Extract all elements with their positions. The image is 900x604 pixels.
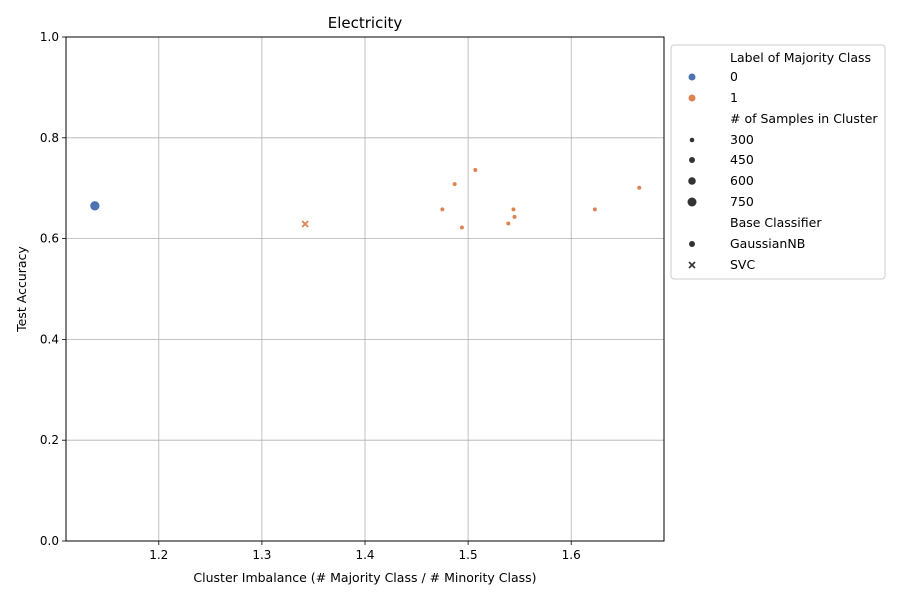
legend-size-450-marker: [689, 157, 695, 163]
data-point-gaussiannb: [459, 224, 465, 231]
y-tick-label: 0.6: [40, 232, 59, 246]
legend: Label of Majority Class 0 1 # of Samples…: [670, 44, 886, 280]
legend-size-450-label: 450: [730, 152, 754, 167]
legend-size-300-marker: [689, 137, 695, 143]
y-tick-label: 0.0: [40, 534, 59, 548]
legend-style-gaussiannb-marker: [689, 241, 695, 247]
x-tick-label: 1.2: [149, 548, 168, 562]
x-axis-label: Cluster Imbalance (# Majority Class / # …: [193, 570, 536, 585]
legend-size-750-label: 750: [730, 194, 754, 209]
legend-style-gaussiannb-label: GaussianNB: [730, 236, 805, 251]
legend-hue-1-label: 1: [730, 90, 738, 105]
legend-hue-1-marker: [688, 94, 696, 102]
legend-size-750-marker: [687, 197, 697, 207]
y-tick-label: 0.8: [40, 131, 59, 145]
legend-frame: [670, 44, 886, 280]
legend-hue-title: Label of Majority Class: [730, 50, 871, 65]
data-point-gaussiannb: [511, 214, 518, 220]
x-tick-label: 1.4: [355, 548, 374, 562]
data-point-svc: [301, 220, 309, 228]
legend-size-300-label: 300: [730, 132, 754, 147]
data-point-gaussiannb: [439, 206, 445, 212]
legend-size-600-label: 600: [730, 173, 754, 188]
legend-style-svc-label: SVC: [730, 257, 755, 272]
legend-hue-0-marker: [688, 73, 696, 81]
x-tick-label: 1.3: [252, 548, 271, 562]
y-tick-label: 0.4: [40, 332, 59, 346]
y-axis-label: Test Accuracy: [14, 246, 29, 333]
data-point-gaussiannb: [505, 220, 511, 227]
data-point-gaussiannb: [89, 200, 101, 212]
x-tick-label: 1.5: [459, 548, 478, 562]
y-tick-label: 0.2: [40, 433, 59, 447]
legend-style-svc-marker: [688, 261, 696, 269]
y-axis-ticks: 0.0 0.2 0.4 0.6 0.8 1.0: [40, 30, 66, 548]
data-point-gaussiannb: [452, 181, 458, 187]
legend-size-title: # of Samples in Cluster: [730, 111, 878, 126]
x-axis-ticks: 1.2 1.3 1.4 1.5 1.6: [149, 541, 581, 562]
data-point-gaussiannb: [510, 206, 517, 212]
legend-hue-0-label: 0: [730, 69, 738, 84]
chart-title: Electricity: [328, 14, 403, 32]
x-tick-label: 1.6: [562, 548, 581, 562]
data-point-gaussiannb: [472, 167, 478, 173]
legend-size-600-marker: [688, 177, 696, 185]
legend-style-title: Base Classifier: [730, 215, 822, 230]
y-tick-label: 1.0: [40, 30, 59, 44]
data-points: [89, 167, 642, 231]
data-point-gaussiannb: [636, 185, 642, 191]
data-point-gaussiannb: [592, 206, 598, 212]
grid-lines: [66, 36, 664, 542]
